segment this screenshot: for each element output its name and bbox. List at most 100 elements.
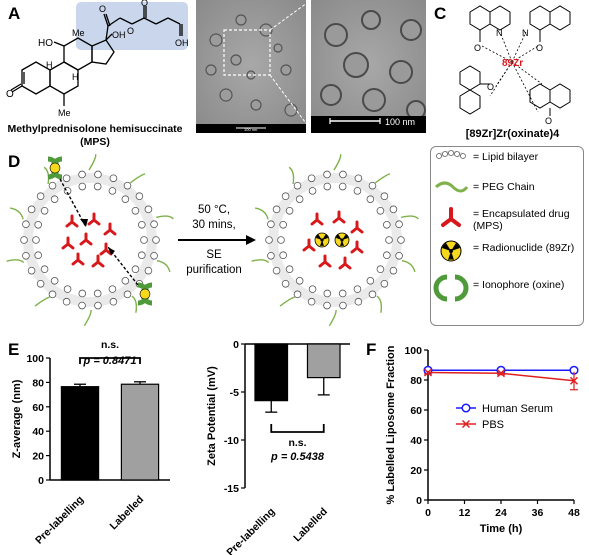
zr-center: 89Zr <box>502 58 523 69</box>
p-value-label: p = 0.5438 <box>270 451 325 463</box>
lipid-head <box>135 192 144 201</box>
lipid-head <box>281 192 290 201</box>
liposome-after <box>268 173 402 307</box>
peg-chain <box>376 295 383 313</box>
lipid-head <box>108 285 117 293</box>
ionophore-complex-1 <box>47 156 63 180</box>
lipid-head <box>308 187 317 195</box>
lipid-head <box>123 181 132 190</box>
peg-chain <box>279 296 295 307</box>
lipid-head <box>150 220 158 229</box>
peg-chain <box>43 166 50 185</box>
drug-molecule <box>310 212 324 226</box>
x-tick-label: 48 <box>568 507 580 519</box>
lipid-head <box>323 289 332 298</box>
lipid-head <box>22 220 30 229</box>
lipid-head <box>34 251 42 260</box>
lipid-head <box>368 290 377 299</box>
n-label-2: N <box>522 28 529 38</box>
lipid-head <box>48 290 57 299</box>
lipid-head <box>366 277 375 285</box>
y-tick-label: 40 <box>410 435 422 447</box>
drug-molecule <box>65 214 79 228</box>
lipid-head <box>339 301 347 310</box>
o-label-3: O <box>487 82 494 92</box>
lipid-head <box>131 207 140 215</box>
y-tick-label: 0 <box>38 475 44 487</box>
legend-label: Human Serum <box>482 403 553 415</box>
lipid-head <box>144 266 153 275</box>
lipid-head <box>108 187 117 195</box>
keto-o: O <box>6 89 14 100</box>
peg-chain <box>401 215 419 220</box>
panel-f-label: F <box>366 340 377 359</box>
drug-molecule <box>350 240 364 254</box>
lipid-head <box>293 290 302 299</box>
arrow-line-3: SE <box>206 249 222 261</box>
lipid-head <box>380 192 389 201</box>
lipid-head <box>323 182 332 191</box>
lipid-head <box>395 220 403 229</box>
me1-label: Me <box>72 28 85 38</box>
significance-bracket <box>79 357 141 364</box>
lipid-head <box>307 174 316 183</box>
lipid-head <box>293 181 302 190</box>
lipid-head <box>307 297 316 306</box>
lipid-head <box>32 236 40 244</box>
o-left-label: O <box>99 4 106 14</box>
lipid-head <box>138 220 146 229</box>
legend-lipid: = Lipid bilayer <box>473 151 539 163</box>
lipid-head <box>94 170 102 179</box>
drug-molecule <box>87 212 101 226</box>
scalebar-left-label: 100 nm <box>244 127 258 132</box>
peg-chain <box>34 296 50 307</box>
drug-molecule <box>350 220 364 234</box>
lipid-head <box>353 187 362 195</box>
peg-chain <box>156 215 174 220</box>
lipid-head <box>323 170 331 179</box>
radionuclide-inside-1 <box>314 232 330 248</box>
lipid-head <box>109 297 118 306</box>
lipid-head <box>339 170 347 179</box>
lipid-head <box>123 290 132 299</box>
drug-molecule <box>61 236 75 250</box>
lipid-head <box>308 285 317 293</box>
bar <box>254 343 289 402</box>
data-point <box>496 369 506 378</box>
legend-peg: = PEG Chain <box>473 181 535 193</box>
bar <box>306 343 341 379</box>
mps-caption-2: (MPS) <box>80 136 110 148</box>
lipid-head <box>279 251 287 260</box>
peg-chain-icon <box>435 181 469 193</box>
drug-molecule <box>332 210 346 224</box>
ionophore-icon <box>433 274 469 302</box>
lipid-head <box>93 289 102 298</box>
lipid-head <box>295 195 304 203</box>
zr-oxinate-caption: [89Zr]Zr(oxinate)4 <box>465 128 560 140</box>
lipid-head <box>34 220 42 229</box>
lipid-head <box>277 236 285 244</box>
lipid-head <box>20 236 28 244</box>
y-tick-label: 80 <box>32 377 44 389</box>
y-tick-label: 60 <box>410 405 422 417</box>
me2-label-dup: H <box>46 60 53 70</box>
drug-molecule <box>71 252 85 266</box>
liposome-before <box>23 173 157 307</box>
peg-chain <box>10 207 24 220</box>
lipid-head <box>121 195 130 203</box>
lipid-head <box>93 182 102 191</box>
o-acid-label: O <box>141 0 148 8</box>
zr-oxinate-structure: O O O O N N 89Zr <box>459 5 571 126</box>
lipid-head <box>295 277 304 285</box>
ho-label: HO <box>38 38 53 49</box>
lipid-head <box>63 285 72 293</box>
lipid-head <box>22 251 30 260</box>
y-tick-label: -10 <box>224 435 239 447</box>
lipid-head <box>380 279 389 288</box>
y-axis-label: Z-average (nm) <box>11 379 23 458</box>
legend-ionophore: = Ionophore (oxine) <box>473 279 565 291</box>
lipid-bilayer-icon <box>435 150 467 160</box>
lipid-head <box>366 195 375 203</box>
lipid-head <box>27 205 36 214</box>
y-tick-label: 80 <box>410 375 422 387</box>
